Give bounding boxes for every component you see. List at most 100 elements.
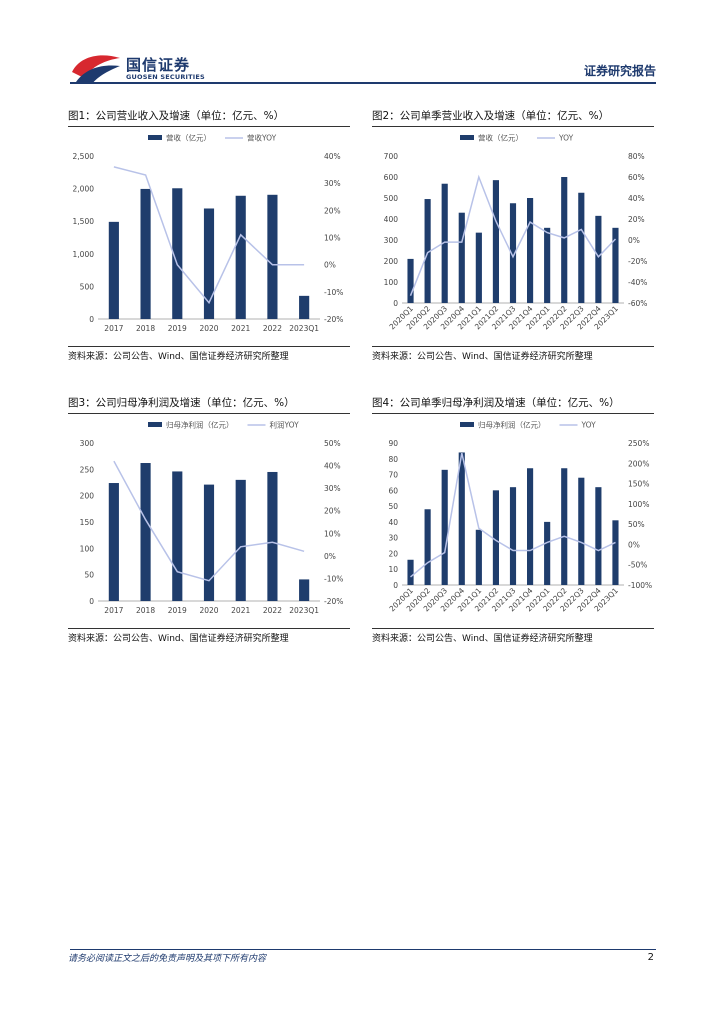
y-tick-label: 1,000 <box>73 250 95 259</box>
figure-title: 图2：公司单季营业收入及增速（单位：亿元、%） <box>372 110 610 122</box>
y-tick-label: 300 <box>80 439 95 448</box>
y2-tick-label: -60% <box>628 299 647 308</box>
y2-tick-label: -50% <box>628 561 647 570</box>
y-tick-label: 200 <box>384 257 399 266</box>
bar-mark <box>203 484 215 601</box>
figure-panel-1: 图1：公司营业收入及增速（单位：亿元、%） 营收（亿元） 营收YOY 0 500 1,0… <box>68 108 350 363</box>
y2-tick-label: 20% <box>324 206 341 215</box>
figure-bottom-divider <box>372 628 654 629</box>
y2-tick-label: -10% <box>324 574 343 583</box>
figure-title: 图4：公司单季归母净利润及增速（单位：亿元、%） <box>372 397 620 409</box>
legend-line-label: YOY <box>558 134 574 143</box>
logo-english-name: GUOSEN SECURITIES <box>126 73 205 81</box>
y-tick-label: 100 <box>384 278 399 287</box>
y2-tick-label: 50% <box>628 520 645 529</box>
x-tick-label: 2021 <box>231 324 250 333</box>
figure-source-note: 资料来源：公司公告、Wind、国信证券经济研究所整理 <box>372 352 593 362</box>
y2-tick-label: 150% <box>628 480 649 489</box>
bar-mark <box>527 198 534 303</box>
y-tick-label: 40 <box>388 518 398 527</box>
y-tick-label: 500 <box>80 282 95 291</box>
report-header: 国信证券 GUOSEN SECURITIES 证券研究报告 <box>0 0 724 90</box>
chart-net-profit-quarterly: 归母净利润（亿元） YOY 0 10 20 30 40 50 60 70 80 90 -100% -50%… <box>388 420 653 614</box>
bar-mark <box>509 487 517 585</box>
bar-mark <box>612 227 619 303</box>
legend-bar-label: 营收（亿元） <box>166 133 211 143</box>
legend-line-label: 利润YOY <box>270 420 300 430</box>
yoy-line <box>113 460 305 582</box>
logo-chinese-name: 国信证券 <box>126 56 191 74</box>
y-tick-label: 200 <box>80 492 95 501</box>
bar-mark <box>140 463 151 601</box>
y2-tick-label: -20% <box>324 315 343 324</box>
figure-title-divider <box>68 126 350 127</box>
legend-bar-swatch <box>148 135 162 140</box>
y2-tick-label: 0% <box>324 552 336 561</box>
header-divider <box>70 82 656 84</box>
y-tick-label: 90 <box>388 439 398 448</box>
x-tick-label: 2022 <box>263 324 282 333</box>
y-tick-label: 0 <box>393 581 398 590</box>
bar-mark <box>475 529 482 585</box>
y2-tick-label: 0% <box>324 261 336 270</box>
legend-line-label: 营收YOY <box>247 133 277 143</box>
y-tick-label: 20 <box>388 549 398 558</box>
bar-mark <box>527 468 534 585</box>
y-tick-label: 600 <box>384 173 399 182</box>
y2-tick-label: -100% <box>628 581 652 590</box>
y-tick-label: 70 <box>388 471 398 480</box>
y2-tick-label: 10% <box>324 234 341 243</box>
x-tick-label: 2017 <box>104 606 123 615</box>
figure-source-note: 资料来源：公司公告、Wind、国信证券经济研究所整理 <box>68 352 289 362</box>
y2-tick-label: 200% <box>628 459 649 468</box>
x-tick-label: 2023Q1 <box>289 606 319 615</box>
y-tick-label: 500 <box>384 194 399 203</box>
legend-bar-swatch <box>460 135 474 140</box>
bar-mark <box>203 208 215 319</box>
y-tick-label: 0 <box>89 597 94 606</box>
legend-bar-swatch <box>148 422 162 427</box>
bar-mark <box>108 221 119 319</box>
chart-revenue-quarterly: 营收（亿元） YOY 0 100 200 300 400 500 600 700 -60% -40% -… <box>384 133 648 332</box>
x-tick-label: 2020 <box>199 606 218 615</box>
x-tick-label: 2022 <box>263 606 282 615</box>
bar-mark <box>492 490 499 585</box>
x-tick-label: 2023Q1 <box>289 324 319 333</box>
figure-panel-2: 图2：公司单季营业收入及增速（单位：亿元、%） 营收（亿元） YOY 0 100 200… <box>372 108 654 363</box>
bar-mark <box>108 483 119 601</box>
y2-tick-label: 40% <box>324 462 341 471</box>
page-number: 2 <box>647 952 654 963</box>
bar-mark <box>509 203 517 303</box>
y-tick-label: 1,500 <box>73 217 95 226</box>
y2-tick-label: 20% <box>628 215 645 224</box>
logo-mark-icon <box>72 55 120 84</box>
bar-mark <box>172 471 183 601</box>
y-tick-label: 100 <box>80 544 95 553</box>
y-tick-label: 50 <box>84 571 94 580</box>
bar-mark <box>578 477 585 585</box>
bar-mark <box>299 579 310 601</box>
y2-tick-label: 0% <box>628 236 640 245</box>
figure-title-divider <box>68 413 350 414</box>
bar-mark <box>561 177 568 303</box>
y-tick-label: 300 <box>384 236 399 245</box>
bar-mark <box>267 194 278 319</box>
chart-revenue-annual: 营收（亿元） 营收YOY 0 500 1,000 1,500 2,000 2,500 -20% -… <box>73 133 344 334</box>
bar-mark <box>140 188 151 319</box>
y-tick-label: 0 <box>89 315 94 324</box>
y2-tick-label: 0% <box>628 540 640 549</box>
y-tick-label: 0 <box>393 299 398 308</box>
figure-source-note: 资料来源：公司公告、Wind、国信证券经济研究所整理 <box>68 634 289 644</box>
y2-tick-label: 60% <box>628 173 645 182</box>
x-tick-label: 2019 <box>168 606 187 615</box>
bar-mark <box>458 212 465 303</box>
y-tick-label: 150 <box>80 518 95 527</box>
figure-bottom-divider <box>372 346 654 347</box>
y2-tick-label: -20% <box>324 597 343 606</box>
bar-mark <box>492 180 499 303</box>
y-tick-label: 250 <box>80 465 95 474</box>
bar-mark <box>458 452 465 585</box>
y2-tick-label: 100% <box>628 500 649 509</box>
figure-bottom-divider <box>68 346 350 347</box>
y2-tick-label: 80% <box>628 152 645 161</box>
